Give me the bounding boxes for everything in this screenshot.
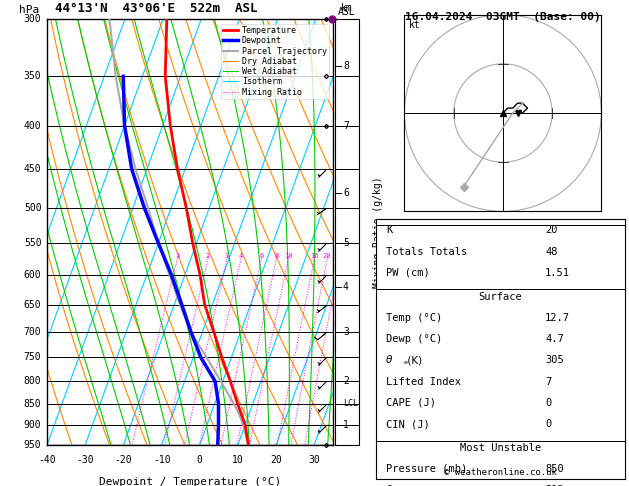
Text: 650: 650 — [24, 300, 42, 310]
Text: 12.7: 12.7 — [545, 312, 570, 323]
Text: 5: 5 — [343, 238, 349, 248]
Text: 950: 950 — [24, 440, 42, 450]
Text: 0: 0 — [545, 419, 552, 429]
Text: Surface: Surface — [479, 292, 522, 302]
Text: -20: -20 — [114, 455, 132, 465]
Text: km: km — [341, 3, 352, 13]
Text: 500: 500 — [24, 203, 42, 213]
Text: 1: 1 — [175, 254, 179, 260]
Text: -40: -40 — [38, 455, 56, 465]
Text: 1: 1 — [343, 420, 349, 430]
Text: 3: 3 — [343, 327, 349, 337]
Text: 350: 350 — [24, 71, 42, 81]
Text: LCL: LCL — [343, 399, 358, 408]
Text: -30: -30 — [77, 455, 94, 465]
Text: θ: θ — [386, 355, 392, 365]
Text: © weatheronline.co.uk: © weatheronline.co.uk — [444, 469, 557, 477]
Text: 700: 700 — [24, 327, 42, 337]
Text: 550: 550 — [24, 238, 42, 248]
Text: K: K — [386, 225, 392, 235]
Text: 30: 30 — [308, 455, 320, 465]
Text: 850: 850 — [24, 399, 42, 409]
Text: 800: 800 — [24, 376, 42, 386]
Text: 10: 10 — [232, 455, 244, 465]
Text: 44°13'N  43°06'E  522m  ASL: 44°13'N 43°06'E 522m ASL — [55, 2, 257, 15]
Text: 4: 4 — [343, 282, 349, 292]
Text: 10: 10 — [284, 254, 292, 260]
Text: 3: 3 — [225, 254, 229, 260]
Text: 6: 6 — [343, 188, 349, 198]
Text: 4.7: 4.7 — [545, 334, 564, 344]
Text: Dewp (°C): Dewp (°C) — [386, 334, 442, 344]
Text: 900: 900 — [24, 420, 42, 430]
Text: 0: 0 — [197, 455, 203, 465]
Text: 20: 20 — [270, 455, 282, 465]
Text: 8: 8 — [343, 61, 349, 70]
Text: 16.04.2024  03GMT  (Base: 00): 16.04.2024 03GMT (Base: 00) — [405, 12, 601, 22]
Text: PW (cm): PW (cm) — [386, 268, 430, 278]
Legend: Temperature, Dewpoint, Parcel Trajectory, Dry Adiabat, Wet Adiabat, Isotherm, Mi: Temperature, Dewpoint, Parcel Trajectory… — [221, 24, 329, 99]
Text: 450: 450 — [24, 164, 42, 174]
Text: Lifted Index: Lifted Index — [386, 377, 461, 386]
Text: 305: 305 — [545, 355, 564, 365]
Text: CIN (J): CIN (J) — [386, 419, 430, 429]
Text: -10: -10 — [153, 455, 170, 465]
Text: 850: 850 — [545, 464, 564, 474]
Text: Mixing Ratio (g/kg): Mixing Ratio (g/kg) — [372, 176, 382, 288]
Text: ASL: ASL — [338, 7, 355, 17]
Text: 0: 0 — [545, 398, 552, 408]
Text: Pressure (mb): Pressure (mb) — [386, 464, 467, 474]
Text: Totals Totals: Totals Totals — [386, 246, 467, 257]
Text: 2: 2 — [206, 254, 210, 260]
Text: kt: kt — [408, 20, 420, 31]
Text: 400: 400 — [24, 121, 42, 131]
Text: Most Unstable: Most Unstable — [460, 443, 541, 453]
Text: 16: 16 — [310, 254, 318, 260]
Text: 750: 750 — [24, 352, 42, 363]
Text: Dewpoint / Temperature (°C): Dewpoint / Temperature (°C) — [99, 477, 281, 486]
Text: 7: 7 — [545, 377, 552, 386]
Text: hPa: hPa — [18, 5, 39, 15]
Text: 4: 4 — [239, 254, 243, 260]
Text: 300: 300 — [24, 15, 42, 24]
Text: 48: 48 — [545, 246, 557, 257]
Text: 20: 20 — [545, 225, 557, 235]
Text: 1.51: 1.51 — [545, 268, 570, 278]
Text: 6: 6 — [259, 254, 264, 260]
Text: 2: 2 — [343, 376, 349, 386]
Text: Temp (°C): Temp (°C) — [386, 312, 442, 323]
Text: 600: 600 — [24, 270, 42, 280]
Text: ₑ(K): ₑ(K) — [403, 355, 423, 365]
Text: 7: 7 — [343, 121, 349, 131]
Text: 20: 20 — [323, 254, 331, 260]
Text: CAPE (J): CAPE (J) — [386, 398, 436, 408]
Text: 8: 8 — [274, 254, 279, 260]
